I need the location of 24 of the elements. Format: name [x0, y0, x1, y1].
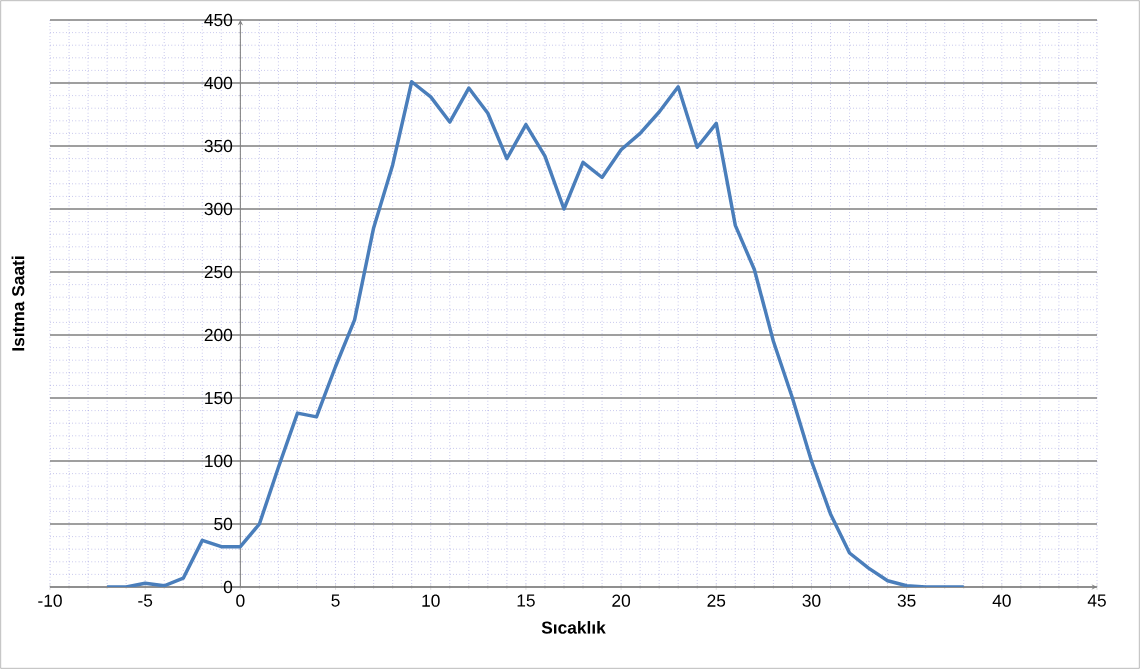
y-tick-label: 100 [205, 454, 233, 468]
y-axis-title: Isıtma Saati [11, 256, 25, 351]
y-tick-label: 250 [204, 265, 233, 279]
x-tick-label: -5 [138, 594, 153, 607]
y-tick-label: 200 [204, 328, 233, 342]
x-tick-label: 10 [422, 594, 440, 607]
y-tick-label: 350 [204, 139, 233, 153]
x-tick-label: 20 [612, 594, 631, 607]
x-tick-label: 0 [236, 594, 245, 607]
y-tick-label: 300 [204, 202, 233, 216]
x-tick-label: 5 [331, 594, 340, 607]
y-tick-label: 150 [205, 391, 233, 405]
x-tick-label: 45 [1087, 594, 1106, 607]
y-tick-label: 450 [204, 13, 233, 27]
x-axis-title: Sıcaklık [541, 621, 606, 634]
y-tick-label: 0 [223, 580, 233, 594]
x-tick-label: 35 [897, 594, 916, 607]
x-tick-label: 30 [802, 594, 821, 607]
x-tick-label: -10 [38, 594, 62, 607]
x-tick-label: 15 [517, 594, 535, 607]
x-tick-label: 25 [707, 594, 726, 607]
x-tick-label: 40 [992, 594, 1011, 607]
y-tick-label: 50 [214, 517, 233, 531]
y-tick-label: 400 [204, 76, 233, 90]
